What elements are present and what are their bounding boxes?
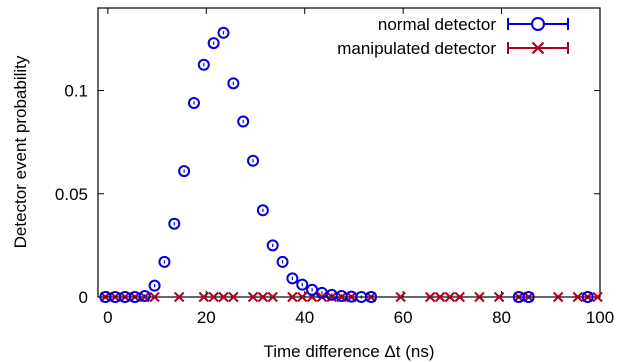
- legend-label: normal detector: [378, 15, 496, 34]
- normal-detector-point: [276, 255, 289, 268]
- manipulated-detector-point: [592, 291, 603, 303]
- normal-detector-point: [178, 165, 191, 178]
- manipulated-detector-point: [228, 291, 239, 303]
- normal-detector-point: [581, 291, 594, 303]
- y-tick-label: 0.05: [55, 185, 88, 204]
- manipulated-detector-point: [173, 291, 185, 303]
- x-tick-label: 80: [492, 308, 511, 327]
- x-tick-label: 100: [586, 308, 614, 327]
- data-points-layer: [99, 26, 603, 303]
- normal-detector-point: [256, 204, 269, 217]
- x-tick-label: 20: [197, 308, 216, 327]
- normal-detector-point: [158, 255, 171, 268]
- normal-detector-point: [247, 154, 260, 167]
- normal-detector-point: [266, 239, 279, 252]
- y-tick-label: 0.1: [64, 82, 88, 101]
- y-axis-title: Detector event probability: [11, 55, 30, 248]
- legend-label: manipulated detector: [337, 39, 496, 58]
- normal-detector-point: [227, 77, 240, 90]
- legend: normal detector manipulated detector: [337, 15, 569, 58]
- manipulated-detector-point: [474, 291, 485, 303]
- manipulated-detector-point: [395, 291, 406, 303]
- manipulated-detector-point: [444, 291, 456, 303]
- manipulated-detector-point: [552, 291, 564, 303]
- normal-detector-point: [138, 289, 151, 302]
- x-axis-title: Time difference Δt (ns): [263, 342, 434, 361]
- normal-detector-point: [365, 291, 378, 303]
- manipulated-detector-point: [149, 291, 160, 303]
- legend-marker: [531, 17, 545, 31]
- manipulated-detector-point: [257, 291, 269, 303]
- normal-detector-point: [286, 272, 299, 285]
- manipulated-detector-point: [424, 291, 436, 303]
- manipulated-detector-point: [287, 291, 298, 303]
- y-tick-label: 0: [79, 288, 88, 307]
- ticks-layer: 0 20 40 60 80 100 0 0.05 0.1: [55, 8, 614, 327]
- normal-detector-point: [148, 279, 161, 292]
- x-tick-label: 40: [295, 308, 314, 327]
- manipulated-detector-point: [454, 291, 465, 303]
- x-tick-label: 60: [394, 308, 413, 327]
- normal-detector-point: [187, 96, 200, 109]
- normal-detector-point: [217, 26, 230, 39]
- manipulated-detector-point: [493, 291, 505, 303]
- normal-detector-point: [296, 278, 309, 291]
- normal-detector-point: [168, 217, 181, 230]
- manipulated-detector-point: [434, 291, 446, 303]
- normal-detector-point: [207, 37, 220, 50]
- normal-detector-point: [197, 58, 210, 71]
- manipulated-detector-point: [208, 291, 219, 303]
- manipulated-detector-point: [247, 291, 259, 303]
- normal-detector-point: [522, 291, 535, 303]
- manipulated-detector-point: [572, 291, 584, 303]
- manipulated-detector-point: [267, 291, 278, 303]
- x-tick-label: 0: [103, 308, 112, 327]
- manipulated-detector-point: [218, 291, 229, 303]
- manipulated-detector-point: [297, 291, 308, 303]
- legend-marker: [531, 41, 545, 55]
- manipulated-detector-point: [198, 291, 210, 303]
- normal-detector-point: [237, 115, 250, 128]
